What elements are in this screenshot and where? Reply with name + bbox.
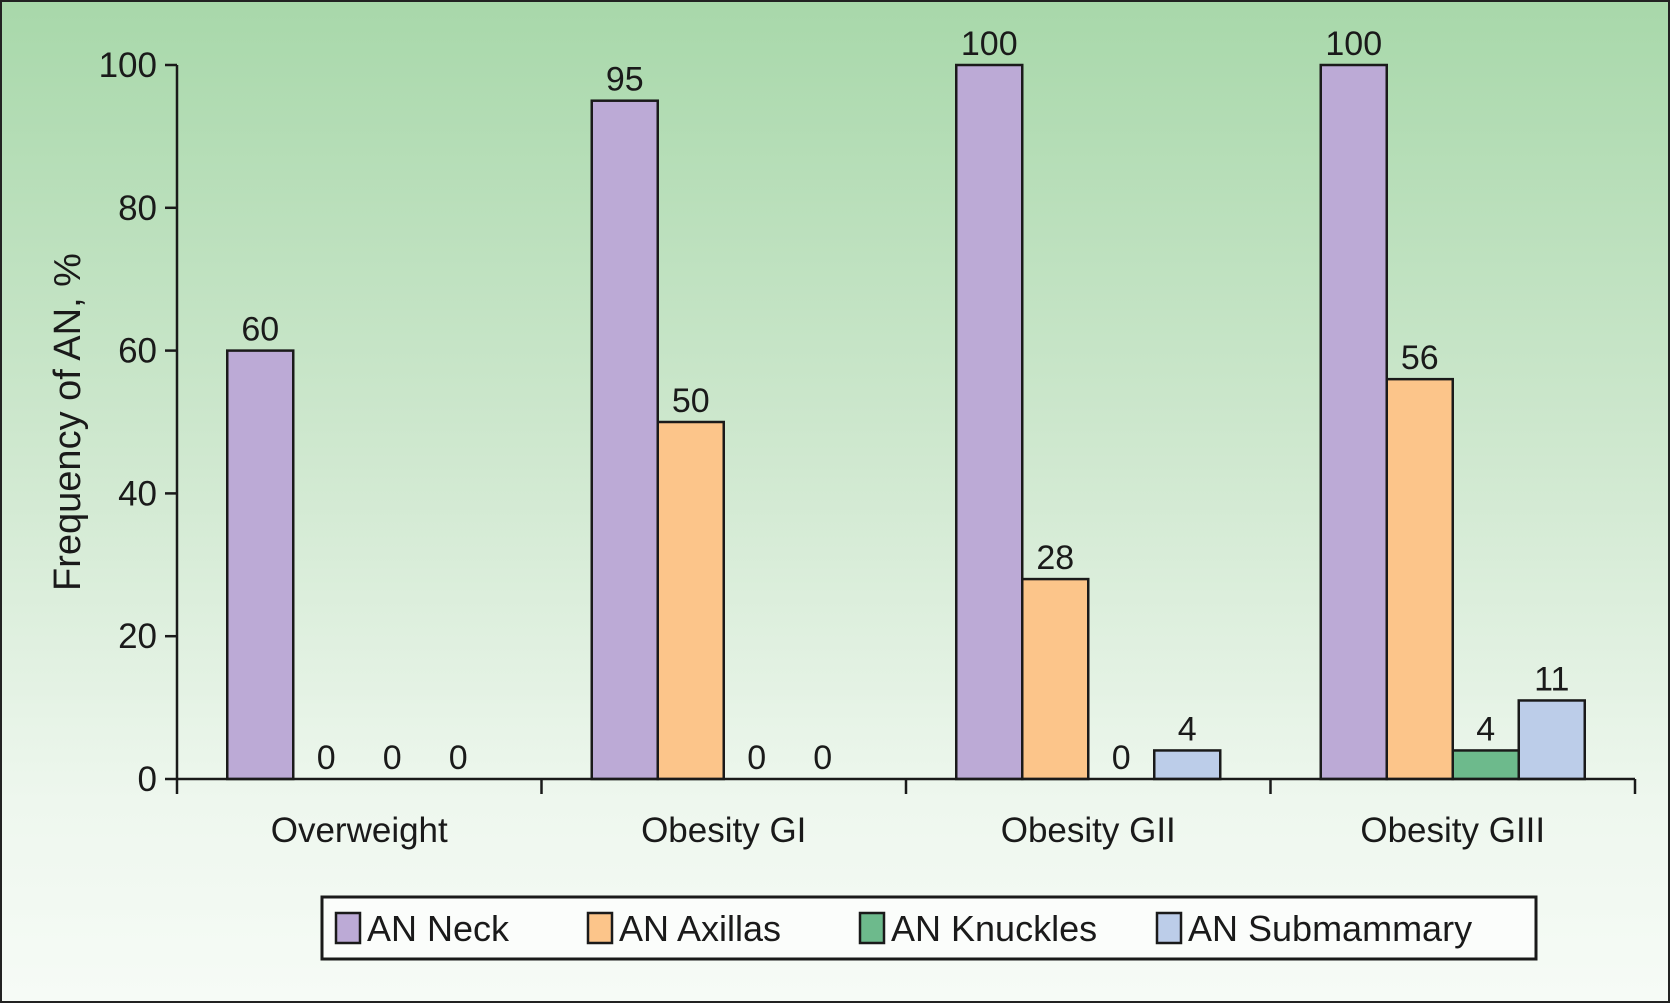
legend-swatch	[586, 911, 614, 945]
bar	[590, 99, 659, 781]
data-label: 0	[383, 739, 402, 777]
data-label: 0	[449, 739, 468, 777]
data-label: 56	[1401, 339, 1439, 377]
legend-label: AN Neck	[367, 908, 510, 949]
data-label: 11	[1534, 660, 1569, 698]
legend-swatch	[334, 911, 362, 945]
legend-label: AN Knuckles	[891, 908, 1097, 949]
y-tick-label: 60	[118, 332, 157, 371]
y-tick-label: 20	[118, 617, 157, 656]
data-label: 4	[1476, 710, 1495, 748]
data-label: 0	[747, 739, 766, 777]
bar	[1451, 749, 1520, 781]
bar	[656, 420, 725, 781]
data-label: 28	[1036, 539, 1074, 577]
legend-label: AN Submammary	[1188, 908, 1472, 949]
legend-label: AN Axillas	[619, 908, 781, 949]
y-axis-label: Frequency of AN, %	[47, 253, 89, 591]
data-label: 60	[241, 311, 279, 349]
category-label: Obesity GIII	[1360, 811, 1545, 850]
data-label: 50	[672, 382, 710, 420]
bar	[1319, 63, 1388, 781]
data-label: 4	[1178, 710, 1197, 748]
category-label: Overweight	[271, 811, 448, 850]
legend-swatch	[858, 911, 886, 945]
data-label: 100	[961, 25, 1018, 63]
data-label: 95	[606, 61, 644, 99]
data-label: 100	[1325, 25, 1382, 63]
data-label: 0	[1112, 739, 1131, 777]
bar	[226, 349, 295, 781]
y-tick-label: 40	[118, 474, 157, 513]
bar	[1385, 377, 1454, 781]
data-label: 0	[813, 739, 832, 777]
bar	[1021, 577, 1090, 781]
category-label: Obesity GII	[1001, 811, 1176, 850]
bar	[1153, 749, 1222, 781]
y-tick-label: 0	[138, 760, 157, 799]
bar	[955, 63, 1024, 781]
bar	[1517, 699, 1586, 781]
legend	[320, 895, 1538, 961]
category-label: Obesity GI	[641, 811, 806, 850]
data-label: 0	[317, 739, 336, 777]
y-tick-label: 80	[118, 189, 157, 228]
y-tick-label: 100	[99, 46, 157, 85]
legend-swatch	[1155, 911, 1183, 945]
